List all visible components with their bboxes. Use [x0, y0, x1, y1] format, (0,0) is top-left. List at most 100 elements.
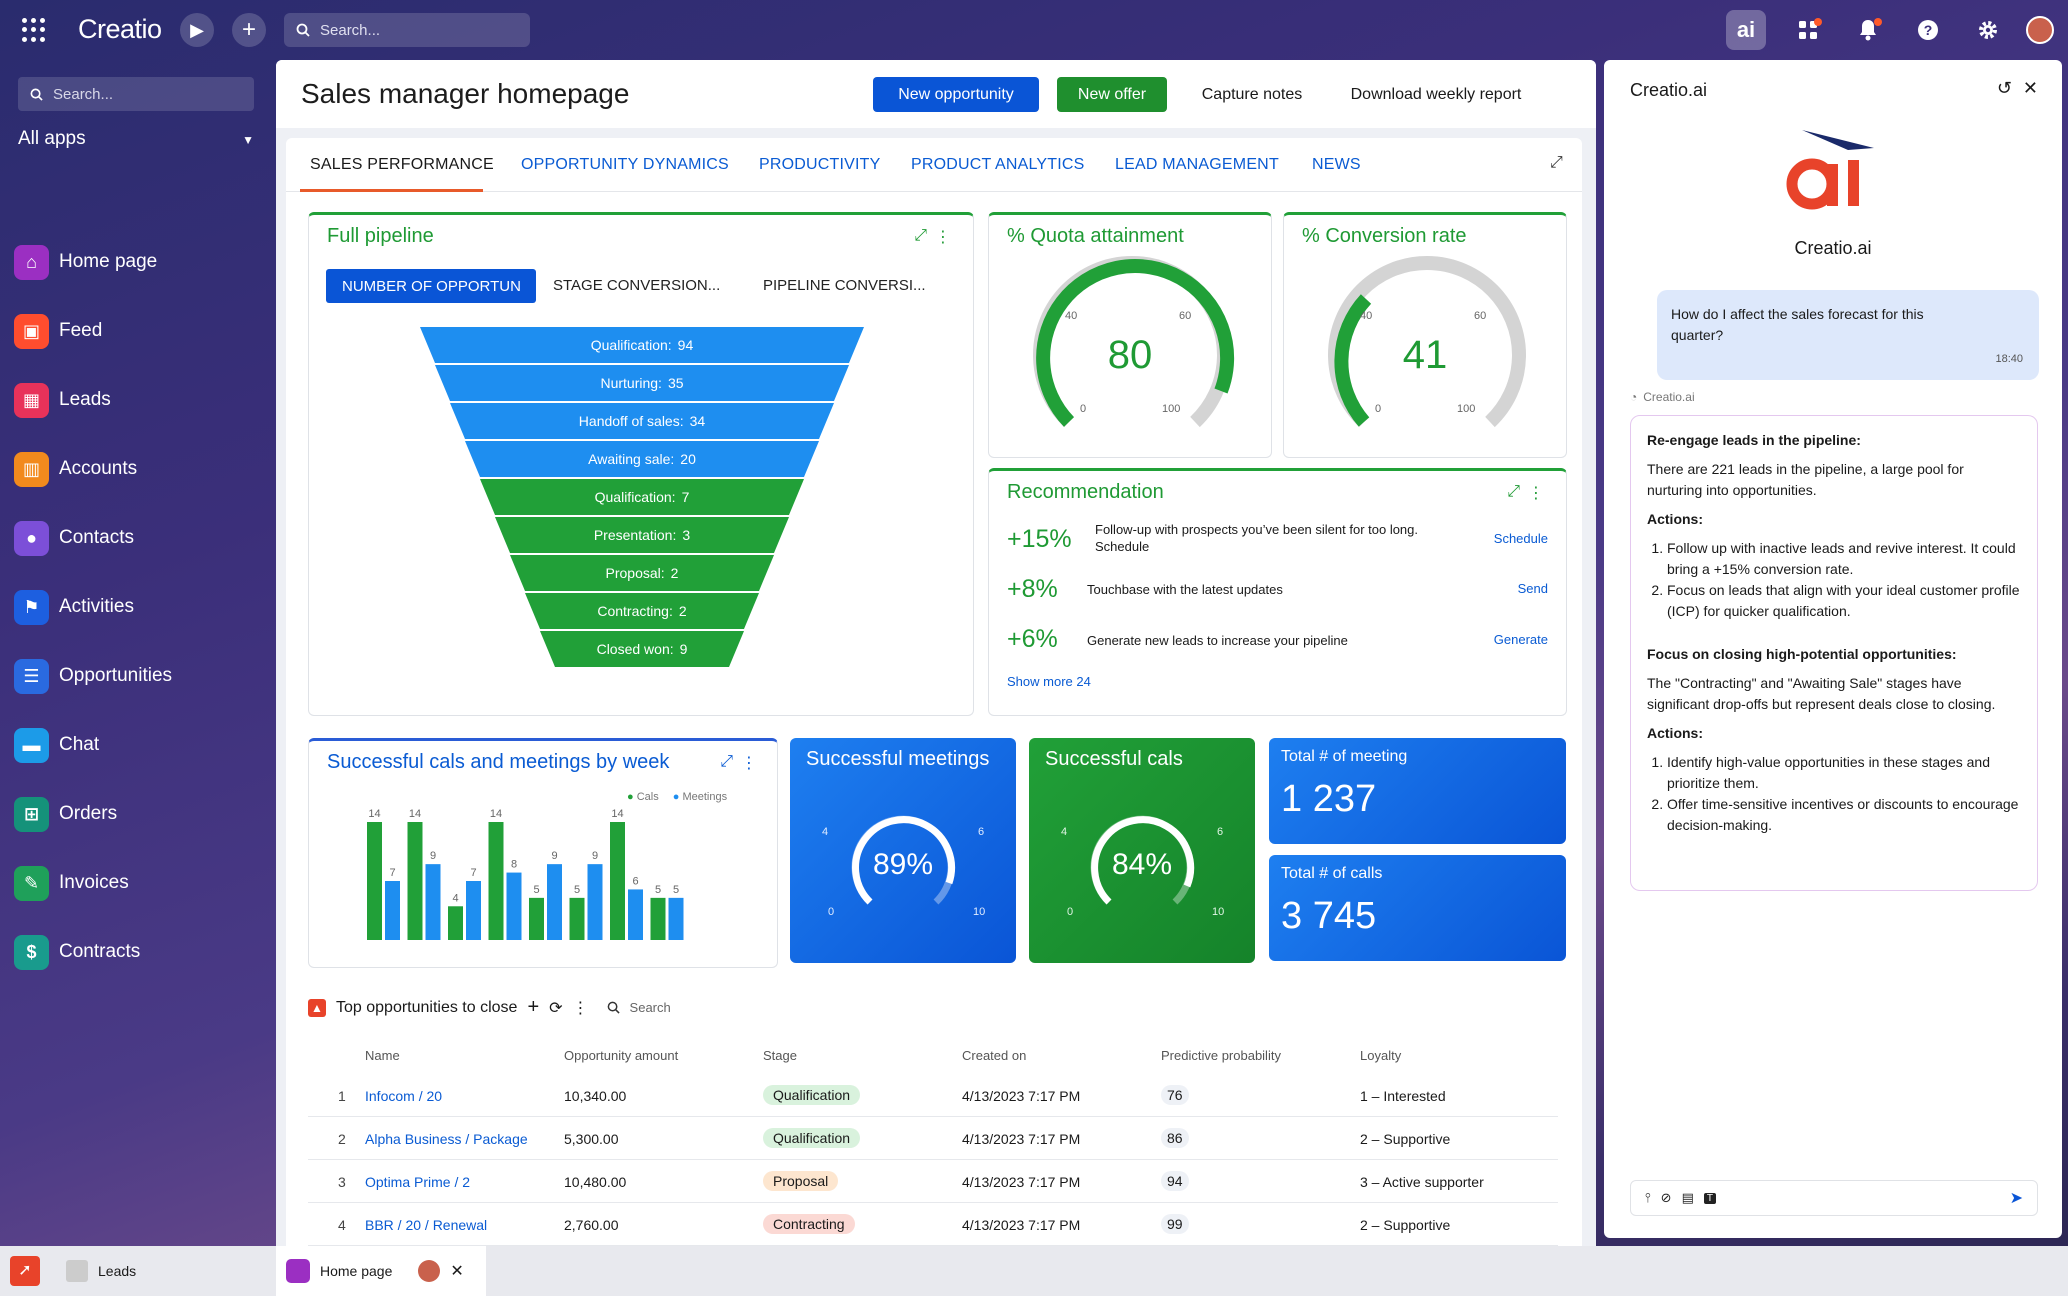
- taskbar-tab-home[interactable]: Home page ✕: [276, 1246, 486, 1296]
- bar-cals-6[interactable]: [569, 897, 585, 940]
- notifications-button[interactable]: [1848, 10, 1888, 50]
- run-button[interactable]: ▶: [180, 13, 214, 47]
- bar-cals-7[interactable]: [610, 822, 625, 940]
- bar-cals-8[interactable]: [650, 897, 666, 940]
- attach-icon[interactable]: ⊘: [1660, 1190, 1672, 1205]
- expand-icon[interactable]: ⤢: [1507, 483, 1520, 500]
- message-composer[interactable]: ⫯ ⊘ ▤ T ➤: [1630, 1180, 2038, 1216]
- bar-meetings-1[interactable]: [385, 881, 400, 940]
- bar-meetings-6[interactable]: [587, 864, 603, 940]
- more-icon[interactable]: ⋮: [935, 229, 951, 246]
- table-row[interactable]: 2 Alpha Business / Package 5,300.00 Qualifi…: [308, 1117, 1558, 1160]
- sidebar-item-orders[interactable]: ⊞ Orders: [14, 794, 117, 834]
- tab-opportunity-dynamics[interactable]: OPPORTUNITY DYNAMICS: [521, 156, 729, 173]
- subtab-number-of-opportunities[interactable]: NUMBER OF OPPORTUN: [326, 269, 536, 303]
- sidebar-item-opportunities[interactable]: ☰ Opportunities: [14, 656, 172, 696]
- ai-button[interactable]: ai: [1726, 10, 1766, 50]
- reset-icon[interactable]: ↺: [1996, 78, 2012, 98]
- sidebar-item-chat[interactable]: ▬ Chat: [14, 725, 99, 765]
- bar-meetings-8[interactable]: [668, 897, 684, 940]
- close-icon[interactable]: ✕: [2022, 78, 2038, 98]
- more-icon[interactable]: ⋮: [741, 755, 757, 772]
- app-grid-icon[interactable]: [22, 18, 46, 42]
- creatio-taskbar-icon[interactable]: ➚: [10, 1256, 40, 1286]
- opportunity-link[interactable]: Alpha Business / Package: [365, 1131, 528, 1147]
- capture-notes-button[interactable]: Capture notes: [1201, 85, 1303, 103]
- bar-cals-4[interactable]: [488, 822, 504, 940]
- table-row[interactable]: 1 Infocom / 20 10,340.00 Qualification 4/13/…: [308, 1074, 1558, 1117]
- funnel-stage[interactable]: Proposal: 2: [510, 555, 774, 591]
- funnel-stage[interactable]: Nurturing: 35: [435, 365, 849, 401]
- tab-lead-management[interactable]: LEAD MANAGEMENT: [1115, 156, 1279, 173]
- funnel-stage[interactable]: Handoff of sales: 34: [450, 403, 834, 439]
- sidebar-item-home-page[interactable]: ⌂ Home page: [14, 242, 157, 282]
- more-icon[interactable]: ⋮: [572, 999, 589, 1017]
- opportunity-link[interactable]: Infocom / 20: [365, 1088, 443, 1104]
- column-header[interactable]: Opportunity amount: [564, 1048, 679, 1063]
- funnel-stage[interactable]: Closed won: 9: [540, 631, 744, 667]
- table-icon[interactable]: ▤: [1681, 1190, 1694, 1205]
- tab-product-analytics[interactable]: PRODUCT ANALYTICS: [911, 156, 1085, 173]
- bar-cals-1[interactable]: [367, 822, 382, 940]
- sidebar-search-input[interactable]: Search...: [18, 77, 254, 111]
- opportunity-link[interactable]: Optima Prime / 2: [365, 1174, 471, 1190]
- user-avatar-button[interactable]: [2020, 10, 2060, 50]
- more-icon[interactable]: ⋮: [1528, 485, 1544, 502]
- sidebar-item-contacts[interactable]: ● Contacts: [14, 518, 134, 558]
- all-apps-dropdown[interactable]: All apps ▼: [18, 128, 254, 150]
- table-row[interactable]: 3 Optima Prime / 2 10,480.00 Proposal 4/13/2…: [308, 1160, 1558, 1203]
- funnel-stage[interactable]: Awaiting sale: 20: [465, 441, 819, 477]
- column-header[interactable]: Loyalty: [1360, 1048, 1402, 1063]
- column-header[interactable]: Stage: [763, 1048, 797, 1063]
- send-icon[interactable]: ➤: [2009, 1190, 2023, 1207]
- bar-meetings-5[interactable]: [547, 864, 562, 940]
- tab-news[interactable]: NEWS: [1312, 156, 1361, 173]
- taskbar-tab-leads[interactable]: Leads: [66, 1246, 266, 1296]
- bar-meetings-3[interactable]: [466, 881, 481, 940]
- global-search-input[interactable]: Search...: [284, 13, 530, 47]
- expand-icon[interactable]: ⤢: [720, 753, 733, 770]
- funnel-stage[interactable]: Qualification: 7: [480, 479, 804, 515]
- funnel-stage[interactable]: Qualification: 94: [420, 327, 864, 363]
- generate-link[interactable]: Generate: [1493, 632, 1548, 647]
- new-opportunity-button[interactable]: New opportunity: [873, 77, 1039, 112]
- settings-button[interactable]: [1968, 10, 2008, 50]
- sidebar-item-leads[interactable]: ▦ Leads: [14, 380, 111, 420]
- add-button[interactable]: +: [232, 13, 266, 47]
- table-search-input[interactable]: Search: [629, 1000, 671, 1015]
- table-row[interactable]: 4 BBR / 20 / Renewal 2,760.00 Contracting 4/…: [308, 1203, 1558, 1246]
- funnel-stage[interactable]: Contracting: 2: [525, 593, 759, 629]
- add-icon[interactable]: +: [527, 996, 540, 1018]
- sidebar-item-invoices[interactable]: ✎ Invoices: [14, 863, 129, 903]
- text-format-icon[interactable]: T: [1703, 1192, 1716, 1204]
- subtab-stage-conversion[interactable]: STAGE CONVERSION...: [553, 277, 721, 294]
- tab-sales-performance[interactable]: SALES PERFORMANCE: [310, 156, 494, 173]
- bar-meetings-4[interactable]: [506, 872, 522, 940]
- subtab-pipeline-conversion[interactable]: PIPELINE CONVERSI...: [763, 277, 926, 294]
- sidebar-item-contracts[interactable]: $ Contracts: [14, 932, 140, 972]
- column-header[interactable]: Predictive probability: [1161, 1048, 1281, 1063]
- column-header[interactable]: Name: [365, 1048, 400, 1063]
- expand-icon[interactable]: ⤢: [914, 227, 927, 244]
- apps-button[interactable]: [1788, 10, 1828, 50]
- bar-meetings-2[interactable]: [425, 864, 441, 940]
- send-link[interactable]: Send: [1517, 581, 1548, 596]
- help-button[interactable]: ?: [1908, 10, 1948, 50]
- download-report-button[interactable]: Download weekly report: [1350, 85, 1522, 103]
- collapse-icon[interactable]: ▲: [308, 998, 326, 1017]
- sidebar-item-accounts[interactable]: ▥ Accounts: [14, 449, 137, 489]
- bar-cals-3[interactable]: [448, 906, 463, 940]
- tab-productivity[interactable]: PRODUCTIVITY: [759, 156, 881, 173]
- sidebar-item-feed[interactable]: ▣ Feed: [14, 311, 102, 351]
- column-header[interactable]: Created on: [962, 1048, 1027, 1063]
- bar-meetings-7[interactable]: [628, 889, 643, 940]
- funnel-stage[interactable]: Presentation: 3: [495, 517, 789, 553]
- refresh-icon[interactable]: ⟳: [549, 999, 563, 1017]
- new-offer-button[interactable]: New offer: [1057, 77, 1167, 112]
- expand-icon[interactable]: ⤢: [1550, 154, 1563, 171]
- mic-icon[interactable]: ⫯: [1645, 1190, 1651, 1205]
- bar-cals-5[interactable]: [529, 897, 544, 940]
- show-more-link[interactable]: Show more 24: [1007, 674, 1091, 689]
- bar-cals-2[interactable]: [407, 822, 423, 940]
- sidebar-item-activities[interactable]: ⚑ Activities: [14, 587, 134, 627]
